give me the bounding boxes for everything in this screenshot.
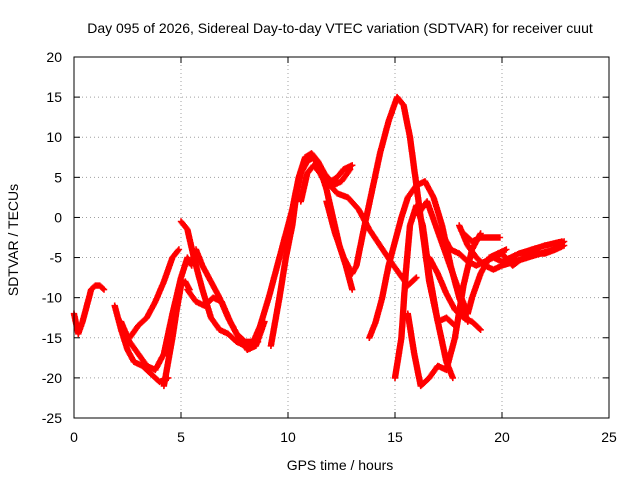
series-markers [391,202,459,382]
chart-title: Day 095 of 2026, Sidereal Day-to-day VTE… [87,20,593,36]
y-axis-label: SDTVAR / TECUs [5,184,21,296]
y-tick-label: 20 [46,49,62,65]
axis-ticks: 0 5 10 15 20 25 -25 -20 -15 -10 -5 0 5 10 15 20 [42,49,617,445]
series-markers [438,230,566,269]
series-markers [160,278,193,390]
series-markers [323,93,456,382]
y-tick-label: 0 [54,209,62,225]
series-markers [426,254,484,333]
x-tick-label: 20 [494,429,510,445]
y-tick-label: 10 [46,129,62,145]
series-arc-2 [111,302,172,386]
x-tick-label: 0 [70,429,78,445]
x-tick-label: 10 [280,429,296,445]
y-tick-label: -15 [42,330,62,346]
series-markers [70,282,108,337]
x-tick-label: 15 [387,429,403,445]
y-tick-label: -20 [42,370,62,386]
x-tick-label: 25 [601,429,617,445]
x-tick-label: 5 [177,429,185,445]
y-tick-label: 15 [46,89,62,105]
y-tick-label: 5 [54,169,62,185]
plot-frame [73,56,610,419]
series-arc-18 [426,254,484,333]
grid-lines [74,57,609,418]
x-axis-label: GPS time / hours [287,457,394,473]
series-arc-22 [488,242,568,269]
data-series [70,93,568,390]
series-arc-15 [391,202,459,382]
series-markers [488,242,568,269]
series-arc-13 [323,93,456,382]
series-markers [111,302,172,386]
y-tick-label: -10 [42,290,62,306]
series-arc-21 [460,230,504,245]
series-arc-1 [70,282,108,337]
series-arc-5 [160,278,193,390]
series-markers [460,230,504,245]
y-tick-label: -5 [50,250,63,266]
y-tick-label: -25 [42,410,62,426]
series-arc-19 [438,230,566,269]
